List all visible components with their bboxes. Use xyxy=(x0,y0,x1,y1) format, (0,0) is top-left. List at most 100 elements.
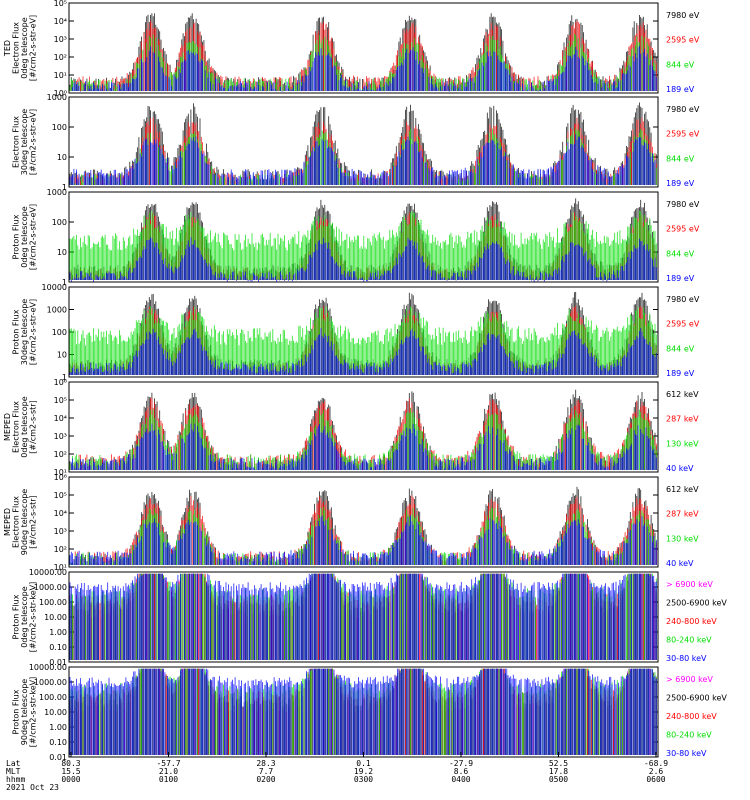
y-tick-label: 1000 xyxy=(47,306,67,315)
y-axis-label: [#/cm2-s-str-keV] xyxy=(29,582,38,653)
y-tick-label: 1.00 xyxy=(49,723,67,732)
legend-entry: 189 eV xyxy=(666,179,695,188)
series-trace xyxy=(69,117,657,185)
y-axis-label: Proton Flux xyxy=(12,689,21,734)
y-axis-label: TED xyxy=(3,40,12,57)
y-tick-label: 0.01 xyxy=(49,753,67,762)
y-tick-label: 10⁰ xyxy=(54,89,67,98)
series-trace xyxy=(69,128,657,185)
y-axis-label: [#/cm2-s-str] xyxy=(29,400,38,453)
series-trace xyxy=(72,45,657,92)
y-tick-label: 10⁶ xyxy=(54,473,67,482)
y-tick-label: 10⁶ xyxy=(54,378,67,387)
y-axis-label: 0deg telescope xyxy=(20,17,29,78)
y-axis-label: [#/cm2-s-str-eV] xyxy=(29,109,38,175)
y-tick-label: 1.00 xyxy=(49,628,67,637)
x-tick-label: 28.3 xyxy=(256,759,275,768)
legend-entry: 2595 eV xyxy=(666,320,700,329)
y-tick-label: 1 xyxy=(62,373,67,382)
legend-entry: 240-800 keV xyxy=(666,712,717,721)
y-axis-label: Proton Flux xyxy=(12,309,21,354)
y-axis-label: Electron Flux xyxy=(12,22,21,74)
y-tick-label: 10000.00 xyxy=(29,568,67,577)
y-axis-label: Proton Flux xyxy=(12,594,21,639)
panel-2: 1 10 100 1000 Electron Flux 30deg telescope [#… xyxy=(12,93,700,192)
y-axis-label: [#/cm2-s-str] xyxy=(29,495,38,548)
series-trace xyxy=(69,515,657,565)
series-trace xyxy=(69,328,657,375)
legend-entry: 130 keV xyxy=(666,439,699,448)
series-trace xyxy=(69,573,657,660)
legend-entry: 40 keV xyxy=(666,559,694,568)
x-tick-label: 0500 xyxy=(549,775,568,784)
series-trace xyxy=(69,668,657,755)
x-tick-label: 0100 xyxy=(159,775,178,784)
series-trace xyxy=(69,408,657,470)
series-trace xyxy=(69,668,657,755)
legend-entry: 612 keV xyxy=(666,390,699,399)
y-tick-label: 10² xyxy=(54,545,67,554)
panel-3: 1 10 100 1000 Proton Flux 0deg telescope [#/cm… xyxy=(12,188,700,287)
y-axis-label: Electron Flux xyxy=(12,496,21,548)
y-tick-label: 10⁵ xyxy=(54,396,67,405)
y-axis-label: MEPED xyxy=(3,508,12,536)
y-tick-label: 0.01 xyxy=(49,658,67,667)
x-tick-label: 17.8 xyxy=(549,767,568,776)
series-trace xyxy=(69,668,657,755)
panel-5: 10¹ 10² 10³ 10⁴ 10⁵ 10⁶ MEPED Electron Flux 0deg… xyxy=(3,378,699,477)
series-trace xyxy=(69,573,657,660)
y-tick-label: 10⁵ xyxy=(54,491,67,500)
series-trace xyxy=(70,423,657,470)
x-tick-label: 0.1 xyxy=(356,759,371,768)
x-tick-label: 21.0 xyxy=(159,767,178,776)
series-trace xyxy=(69,495,657,565)
legend-entry: 130 keV xyxy=(666,534,699,543)
legend-entry: > 6900 keV xyxy=(666,675,713,684)
legend-entry: 844 eV xyxy=(666,249,695,258)
series-trace xyxy=(69,134,656,185)
y-axis-label: [#/cm2-s-str-eV] xyxy=(29,15,38,81)
y-tick-label: 10⁴ xyxy=(54,509,67,518)
legend-entry: 612 keV xyxy=(666,485,699,494)
legend-entry: 189 eV xyxy=(666,85,695,94)
y-axis-label: [#/cm2-s-str-eV] xyxy=(29,299,38,365)
y-axis-label: [#/cm2-s-str-eV] xyxy=(29,204,38,270)
legend-entry: 30-80 keV xyxy=(666,654,707,663)
y-tick-label: 10³ xyxy=(54,35,67,44)
plot-frame xyxy=(68,191,659,283)
y-tick-label: 10.00 xyxy=(44,613,67,622)
y-tick-label: 10³ xyxy=(54,527,67,536)
x-tick-label: -57.7 xyxy=(156,759,180,768)
y-tick-label: 100 xyxy=(52,123,67,132)
series-trace xyxy=(69,573,657,660)
y-tick-label: 10¹ xyxy=(54,563,67,572)
series-trace xyxy=(69,13,657,91)
series-trace xyxy=(69,198,657,280)
legend-entry: 30-80 keV xyxy=(666,749,707,758)
x-tick-label: 0000 xyxy=(61,775,80,784)
panel-4: 1 10 100 1000 10000 Proton Flux 30deg telescop… xyxy=(12,283,700,382)
x-tick-label: 0400 xyxy=(451,775,470,784)
y-tick-label: 10² xyxy=(54,450,67,459)
y-tick-label: 100.00 xyxy=(39,693,67,702)
y-tick-label: 1000.00 xyxy=(34,583,67,592)
legend-entry: > 6900 keV xyxy=(666,580,713,589)
legend-entry: 2500-6900 keV xyxy=(666,599,727,608)
y-tick-label: 0.10 xyxy=(49,643,67,652)
series-trace xyxy=(69,306,657,375)
y-axis-label: 30deg telescope xyxy=(20,299,29,366)
y-axis-label: 30deg telescope xyxy=(20,109,29,176)
x-tick-label: 52.5 xyxy=(549,759,568,768)
y-tick-label: 1000.00 xyxy=(34,678,67,687)
y-tick-label: 10.00 xyxy=(44,708,67,717)
x-tick-label: 2.6 xyxy=(649,767,664,776)
legend-entry: 2595 eV xyxy=(666,225,700,234)
y-tick-label: 1000 xyxy=(47,93,67,102)
legend-entry: 240-800 keV xyxy=(666,617,717,626)
x-tick-label: 15.5 xyxy=(61,767,80,776)
y-axis-label: Electron Flux xyxy=(12,116,21,168)
y-tick-label: 0.10 xyxy=(49,738,67,747)
series-trace xyxy=(69,668,657,755)
y-tick-label: 10⁵ xyxy=(54,0,67,8)
